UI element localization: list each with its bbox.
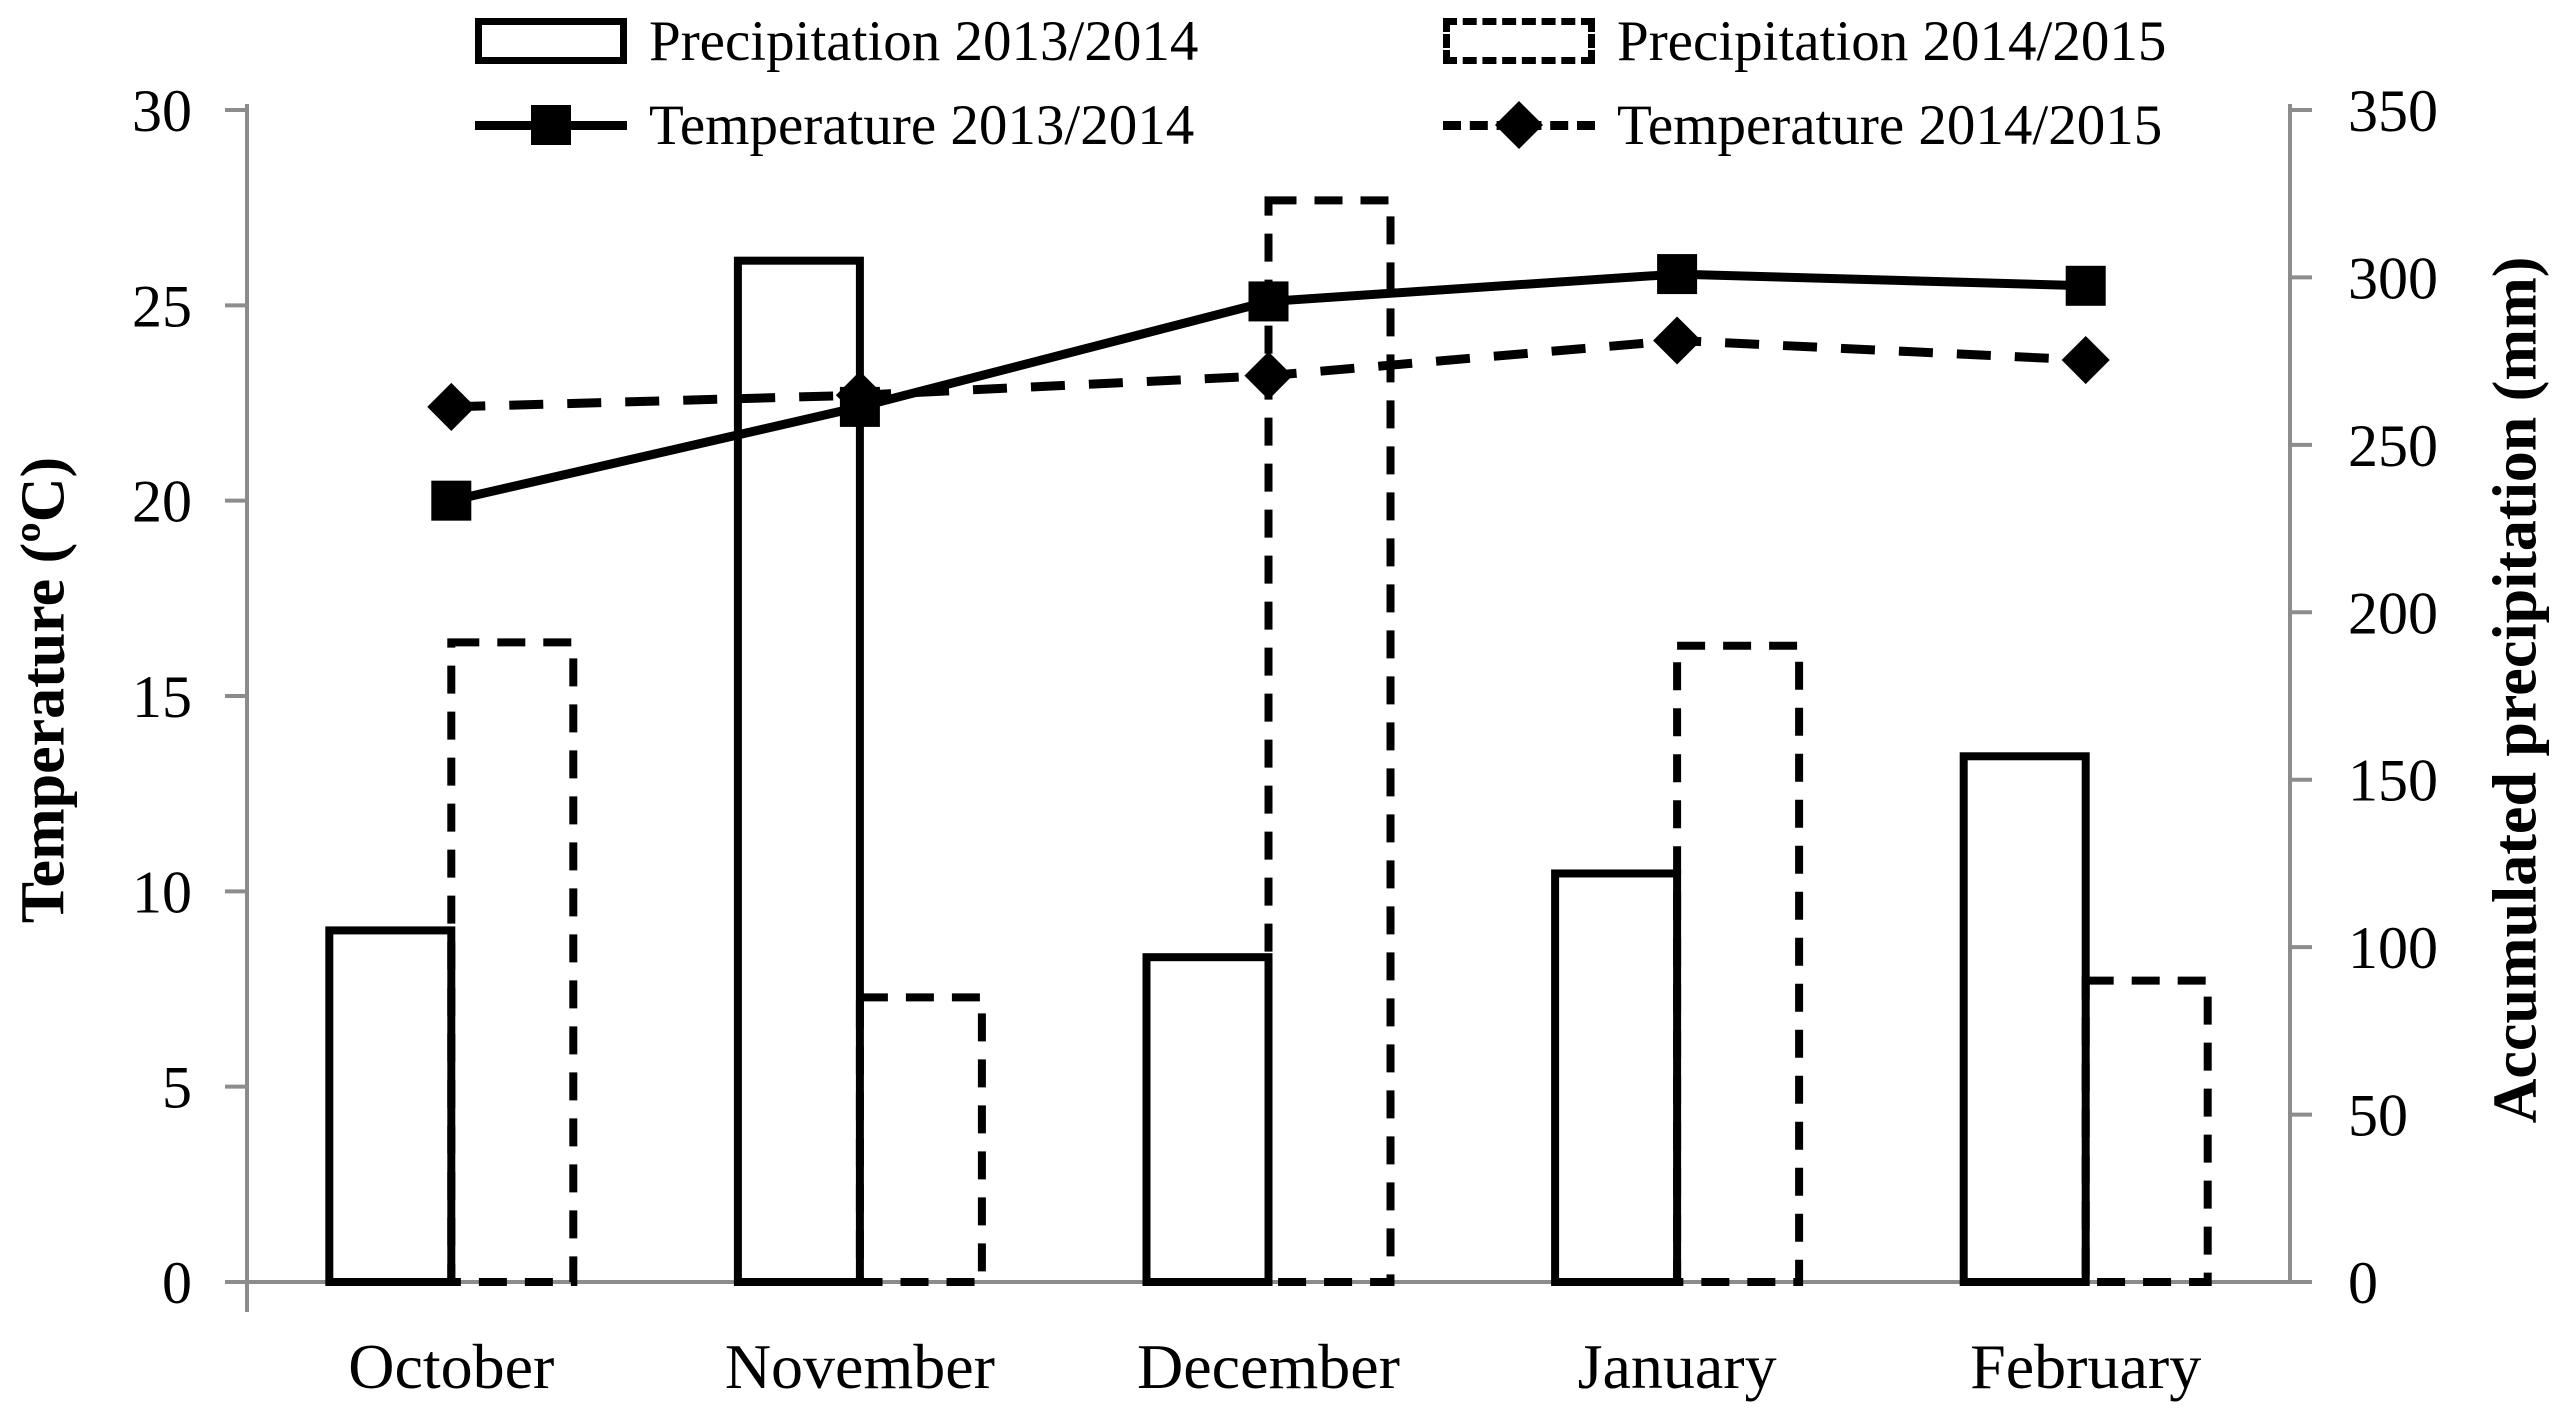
right-axis-tick-label: 100 <box>2348 915 2438 981</box>
bar-precipitation-2013-2014 <box>1551 869 1682 1287</box>
left-axis-tick-label: 30 <box>132 78 192 144</box>
left-axis-tick-label: 20 <box>132 469 192 535</box>
x-category-label: November <box>725 1331 995 1402</box>
left-axis-tick-label: 0 <box>162 1250 192 1316</box>
square-marker-icon <box>531 105 571 145</box>
bar-precipitation-2013-2014 <box>733 256 864 1286</box>
legend-item-precipitation-2013-2014: Precipitation 2013/2014 <box>475 4 1198 78</box>
solid-line-swatch-icon <box>475 102 627 148</box>
square-marker-icon <box>1657 254 1698 295</box>
x-category-label: February <box>1970 1331 2201 1402</box>
bar-precipitation-2013-2014 <box>325 926 456 1287</box>
bar-precipitation-2014-2015 <box>2081 976 2212 1287</box>
bar-precipitation-2014-2015 <box>1673 641 1804 1286</box>
diamond-marker-icon <box>427 382 476 431</box>
diamond-marker-icon <box>835 371 884 420</box>
x-category-label: October <box>348 1331 554 1402</box>
right-axis-tick-label: 150 <box>2348 748 2438 814</box>
right-axis-tick-label: 50 <box>2348 1083 2408 1149</box>
legend-label-precipitation-2013-2014: Precipitation 2013/2014 <box>649 9 1199 73</box>
right-axis-tick-label: 0 <box>2348 1250 2378 1316</box>
left-axis-tick-label: 10 <box>132 859 192 925</box>
dashed-line-swatch-icon <box>1443 100 1595 150</box>
right-axis-tick-label: 200 <box>2348 580 2438 646</box>
bar-precipitation-2013-2014 <box>1142 953 1273 1287</box>
dashed-bar-swatch-icon <box>1443 18 1595 64</box>
legend-label-temperature-2014-2015: Temperature 2014/2015 <box>1617 93 2163 157</box>
diamond-marker-icon <box>1653 316 1702 365</box>
legend-item-temperature-2013-2014: Temperature 2013/2014 <box>475 88 1194 162</box>
legend-label-temperature-2013-2014: Temperature 2013/2014 <box>649 93 1195 157</box>
x-category-label: January <box>1578 1331 1777 1402</box>
legend-item-precipitation-2014-2015: Precipitation 2014/2015 <box>1443 4 2166 78</box>
left-axis-tick-label: 25 <box>132 273 192 339</box>
bar-precipitation-2014-2015 <box>1264 196 1395 1287</box>
right-axis-tick-label: 250 <box>2348 413 2438 479</box>
right-axis-tick-label: 350 <box>2348 78 2438 144</box>
square-marker-icon <box>2065 265 2106 306</box>
bar-precipitation-2014-2015 <box>855 993 986 1286</box>
x-category-label: December <box>1137 1331 1400 1402</box>
square-marker-icon <box>1248 281 1289 322</box>
legend-item-temperature-2014-2015: Temperature 2014/2015 <box>1443 88 2162 162</box>
right-axis-tick-label: 300 <box>2348 245 2438 311</box>
diamond-marker-icon <box>2061 335 2110 385</box>
bar-precipitation-2014-2015 <box>447 638 578 1286</box>
solid-bar-swatch-icon <box>475 18 627 64</box>
bar-precipitation-2013-2014 <box>1959 752 2090 1286</box>
left-axis-tick-label: 15 <box>132 664 192 730</box>
left-axis-tick-label: 5 <box>162 1055 192 1121</box>
diamond-marker-icon <box>1244 351 1293 400</box>
square-marker-icon <box>431 480 472 521</box>
legend-label-precipitation-2014-2015: Precipitation 2014/2015 <box>1617 9 2167 73</box>
